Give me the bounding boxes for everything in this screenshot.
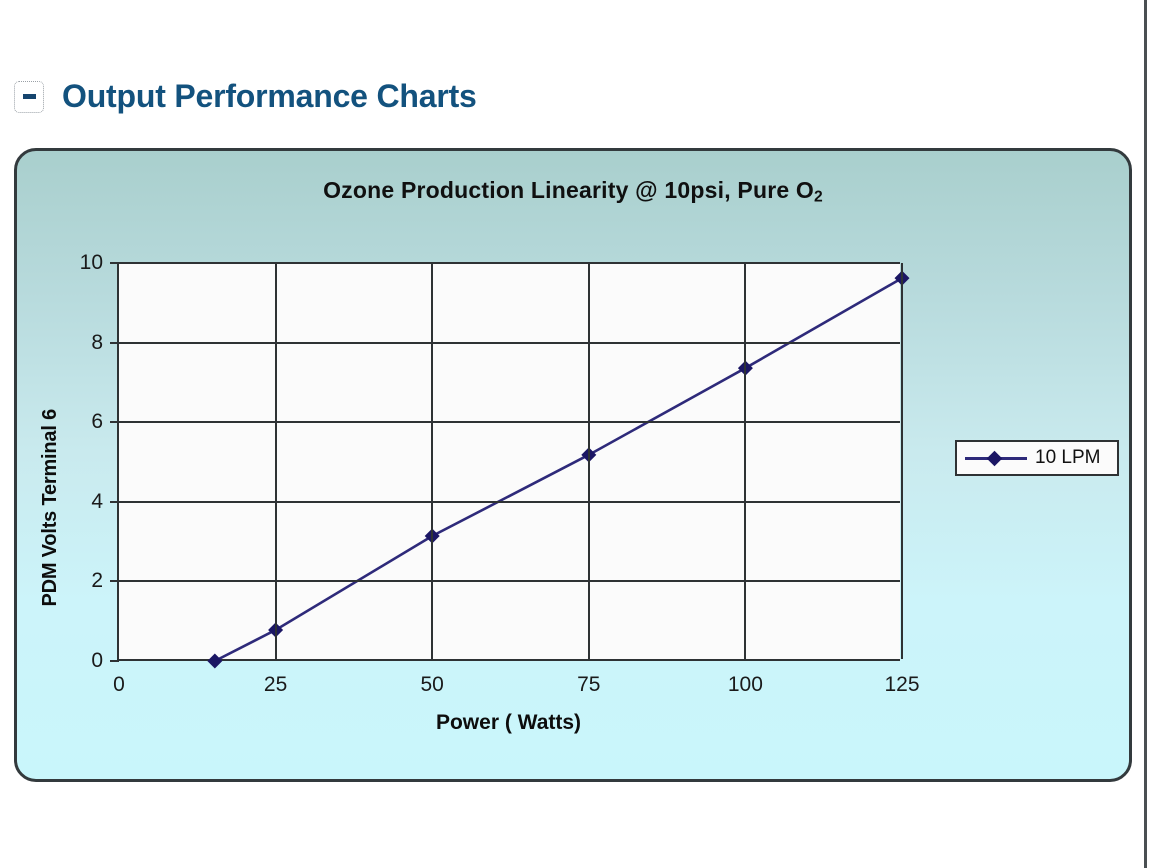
y-axis-tick-label: 0 [91,649,103,672]
y-axis-tick-label: 2 [91,569,103,593]
gridline-vertical [274,263,277,659]
gridline-vertical [587,263,590,659]
gridline-horizontal [119,262,900,264]
y-axis-title: PDM Volts Terminal 6 [39,409,61,607]
data-point-marker [207,653,223,669]
gridline-horizontal [119,500,900,503]
y-axis-tick-label: 8 [91,330,103,354]
chart-title: Ozone Production Linearity @ 10psi, Pure… [17,177,1129,206]
collapse-toggle-button[interactable] [14,80,44,113]
gridline-vertical [431,263,434,659]
series-line [207,270,910,669]
gridline-vertical [901,263,903,659]
series-polyline [214,276,903,663]
x-axis-tick-label: 25 [263,673,288,696]
y-axis-tick [110,660,119,662]
x-axis-tick-label: 100 [727,673,763,696]
y-axis-tick [110,500,119,503]
y-axis-tick [110,341,119,344]
y-axis-tick-label: 6 [91,410,103,434]
gridline-horizontal [119,421,900,424]
chart-legend: 10 LPM [955,440,1119,476]
plot-area: 0 2 4 6 8 10 0 25 50 75 100 125 [80,251,920,696]
gridline-vertical [744,263,747,659]
y-axis-tick [110,580,119,583]
x-axis-tick-label: 50 [420,673,444,696]
gridline-horizontal [119,341,900,344]
x-axis-title: Power ( Watts) [435,711,582,734]
y-axis-tick [110,262,119,264]
page-title: Output Performance Charts [62,78,477,114]
y-axis-tick [110,421,119,424]
y-axis-tick-label: 10 [79,251,103,274]
gridline-horizontal [119,580,900,583]
minus-icon [22,94,36,99]
x-axis-tick-label: 75 [577,673,601,696]
legend-label: 10 LPM [1035,447,1101,468]
x-axis-tick-label: 125 [884,673,920,696]
page-right-border [1144,0,1147,868]
chart-title-subscript: 2 [814,188,823,206]
chart-panel: Ozone Production Linearity @ 10psi, Pure… [14,148,1132,782]
legend-marker-icon [965,450,1027,467]
x-axis-tick-label: 0 [113,673,125,696]
y-axis-tick-label: 4 [91,489,103,513]
chart-title-text: Ozone Production Linearity @ 10psi, Pure… [323,177,815,203]
section-header: Output Performance Charts [14,78,477,115]
